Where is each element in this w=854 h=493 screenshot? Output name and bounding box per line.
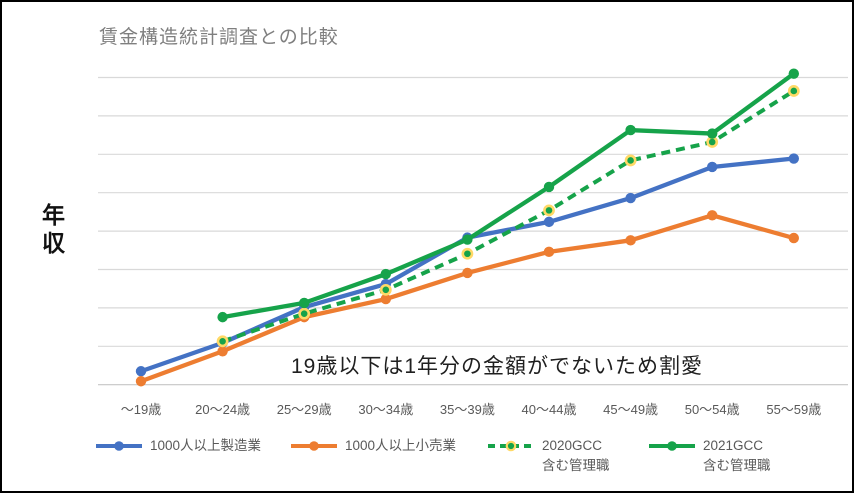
x-axis-tick-label: ～19歳: [120, 402, 162, 417]
series-marker-3: [462, 234, 473, 245]
series-marker-1: [543, 246, 555, 258]
x-axis-tick-label: 50～54歳: [684, 402, 740, 417]
series-marker-1: [788, 232, 799, 244]
series-line-2: [221, 89, 795, 344]
series-marker-1: [217, 346, 228, 357]
y-axis-title: 年収: [42, 202, 65, 256]
series-marker-3: [625, 124, 636, 136]
x-axis-tick-label: 35～39歳: [439, 402, 495, 417]
series-marker-2: [461, 247, 474, 260]
series-marker-2: [216, 335, 229, 348]
series-marker-0: [543, 216, 555, 228]
x-axis-tick-label: 25～29歳: [276, 402, 332, 417]
x-axis-tick-label: 40～44歳: [521, 402, 577, 417]
series-marker-2: [298, 307, 311, 320]
chart-title: 賃金構造統計調査との比較: [99, 27, 339, 48]
series-marker-0: [788, 153, 799, 164]
series-line-0: [140, 156, 795, 374]
series-marker-3: [299, 297, 310, 309]
series-marker-1: [462, 267, 473, 279]
x-axis-tick-label: 55～59歳: [766, 402, 822, 417]
series-marker-3: [788, 68, 799, 79]
series-marker-1: [380, 293, 391, 305]
x-axis-tick-label: 45～49歳: [603, 402, 659, 417]
series-marker-2: [624, 154, 637, 167]
series-marker-2: [787, 85, 800, 97]
series-marker-2: [706, 136, 719, 148]
series-marker-3: [380, 268, 391, 280]
series-marker-0: [625, 192, 636, 204]
series-line-3: [222, 71, 796, 320]
series-marker-3: [543, 181, 555, 193]
series-marker-0: [135, 366, 147, 377]
series-marker-2: [543, 204, 555, 217]
x-axis-tick-label: 30～34歳: [358, 402, 414, 417]
series-marker-1: [135, 376, 147, 387]
series-marker-0: [707, 161, 718, 173]
series-marker-3: [707, 128, 718, 139]
x-axis-tick-label: 20～24歳: [195, 402, 251, 417]
series-marker-2: [379, 283, 392, 296]
series-marker-3: [217, 311, 228, 323]
chart-annotation: 19歳以下は1年分の金額がでないため割愛: [291, 355, 704, 378]
series-marker-1: [707, 210, 718, 221]
series-marker-1: [625, 235, 636, 246]
